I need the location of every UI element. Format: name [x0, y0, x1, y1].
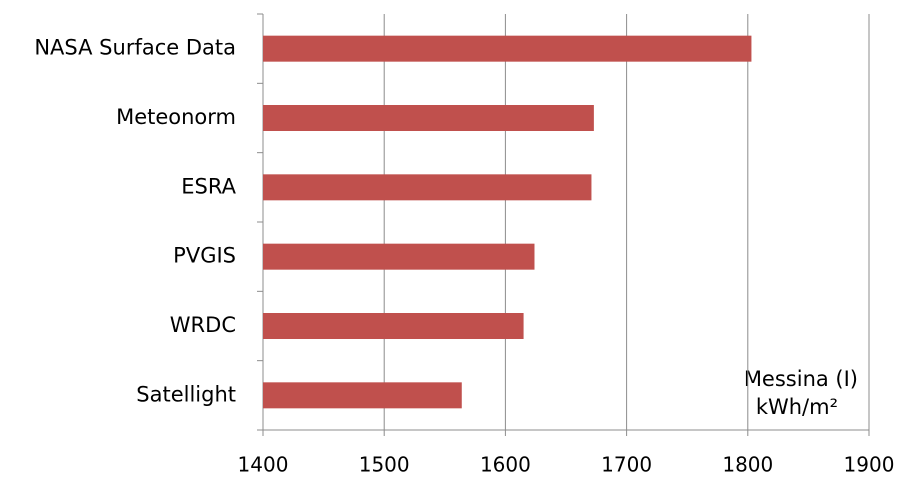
bar: [263, 243, 535, 270]
y-tick-label: Meteonorm: [116, 105, 236, 129]
bar: [263, 174, 592, 201]
bar: [263, 105, 594, 131]
bar: [263, 35, 752, 62]
y-tick-label: WRDC: [170, 313, 236, 337]
y-tick-label: Satellight: [136, 382, 236, 406]
x-tick-label: 1500: [359, 453, 410, 477]
bar: [263, 313, 524, 339]
bar: [263, 382, 462, 409]
x-tick-label: 1800: [722, 453, 773, 477]
y-tick-label: PVGIS: [173, 244, 236, 268]
y-tick-label: NASA Surface Data: [34, 36, 236, 60]
y-tick-label: ESRA: [181, 174, 236, 198]
annotation: kWh/m²: [756, 395, 838, 419]
x-tick-label: 1700: [601, 453, 652, 477]
x-tick-label: 1900: [844, 453, 895, 477]
x-tick-label: 1400: [238, 453, 289, 477]
annotation: Messina (I): [744, 367, 858, 391]
x-tick-label: 1600: [480, 453, 531, 477]
